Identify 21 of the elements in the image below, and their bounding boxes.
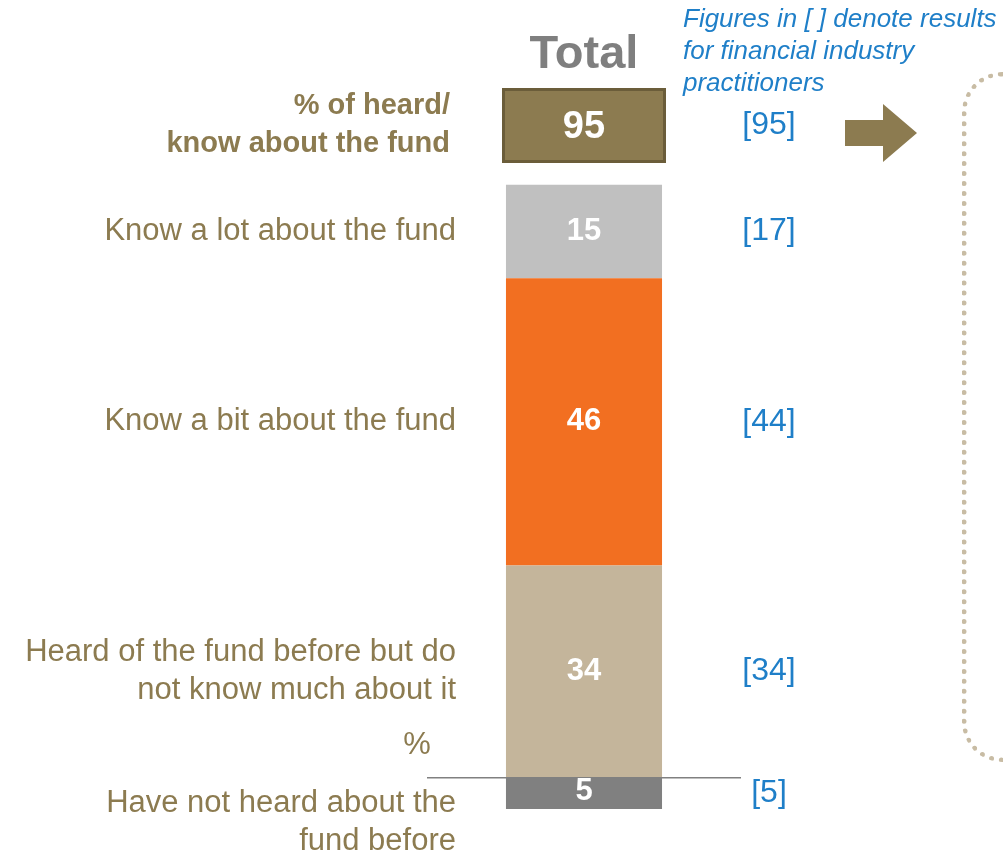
x-tick-label: Total xyxy=(529,24,639,78)
series-label: Have not heard about the fund before xyxy=(106,783,456,857)
annotation: Figures in [ ] denote results for financial industry practitioners xyxy=(682,3,997,98)
text: [34] xyxy=(742,651,796,688)
data-label: 5 xyxy=(575,771,593,807)
series-label: Heard of the fund before but do not know much about it xyxy=(25,633,457,707)
series-label: Know a bit about the fund xyxy=(104,402,456,438)
bar xyxy=(505,565,663,778)
summary-box: 95 xyxy=(502,87,666,163)
text: [5] xyxy=(751,773,787,810)
text: [44] xyxy=(742,401,796,438)
bar xyxy=(505,278,663,566)
text: [17] xyxy=(742,211,796,248)
data-label: 34 xyxy=(566,652,602,688)
bar xyxy=(505,184,663,279)
data-label: 46 xyxy=(566,402,602,438)
text: [95] xyxy=(742,104,796,141)
annotation: % of heard/ know about the fund xyxy=(166,88,450,159)
series-label: Know a lot about the fund xyxy=(104,212,456,248)
data-label: 15 xyxy=(566,212,602,248)
y-axis-title: % xyxy=(403,726,431,762)
